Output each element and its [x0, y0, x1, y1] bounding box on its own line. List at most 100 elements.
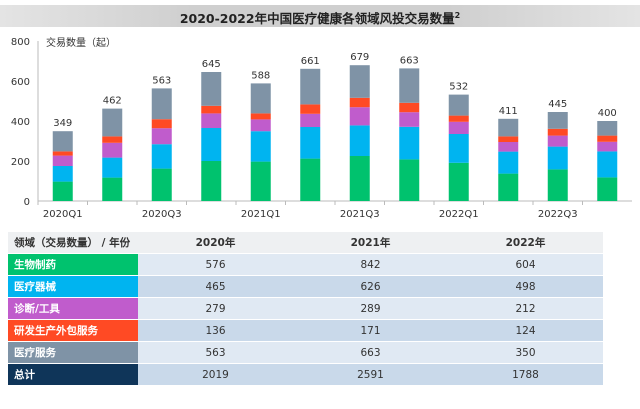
bar-segment [399, 102, 420, 113]
y-tick-label: 400 [11, 117, 30, 128]
row-label: 医疗服务 [8, 342, 138, 363]
header-2022: 2022年 [448, 232, 603, 253]
y-tick-label: 200 [11, 157, 30, 168]
bar-segment [52, 155, 73, 166]
row-label: 研发生产外包服务 [8, 320, 138, 341]
cell-value: 842 [293, 254, 448, 275]
table-row: 生物制药 576 842 604 [8, 254, 603, 275]
cell-value: 604 [448, 254, 603, 275]
row-label: 生物制药 [8, 254, 138, 275]
bar-segment [300, 104, 321, 114]
x-tick-label: 2022Q1 [439, 209, 479, 220]
bar-segment [448, 134, 469, 163]
cell-value: 498 [448, 276, 603, 297]
y-tick-label: 600 [11, 77, 30, 88]
bar-segment [547, 135, 568, 147]
bar-segment [597, 121, 618, 136]
bar-segment [498, 118, 519, 137]
total-label: 411 [499, 106, 518, 117]
bar-segment [102, 136, 123, 143]
bar-segment [52, 151, 73, 156]
bar-segment [300, 68, 321, 105]
row-label: 总计 [8, 364, 138, 385]
bar-segment [300, 127, 321, 159]
cell-value: 626 [293, 276, 448, 297]
title-footnote: 2 [454, 11, 461, 20]
bar-segment [151, 119, 172, 129]
bar-segment [300, 113, 321, 127]
bar-segment [498, 173, 519, 201]
header-category: 领域（交易数量） / 年份 [8, 232, 138, 253]
total-label: 462 [103, 96, 122, 107]
bar-segment [498, 151, 519, 174]
bar-segment [52, 181, 73, 201]
total-label: 663 [400, 55, 419, 66]
bar-segment [399, 159, 420, 201]
bar-segment [52, 166, 73, 182]
table-row: 总计 2019 2591 1788 [8, 364, 603, 385]
bar-segment [597, 135, 618, 142]
x-tick-label: 2020Q1 [43, 209, 83, 220]
stacked-bar-chart: 0 200 400 600 800 交易数量（起） 349 2020Q1 462 563 2020Q… [11, 36, 632, 220]
bar-segment [102, 177, 123, 201]
y-tick-label: 800 [11, 37, 30, 48]
bar-segment [349, 97, 370, 108]
table-header: 领域（交易数量） / 年份 2020年 2021年 2022年 [8, 232, 603, 253]
bar-segment [547, 128, 568, 136]
total-label: 400 [598, 108, 617, 119]
bar-segment [597, 151, 618, 178]
total-label: 349 [53, 118, 72, 129]
x-tick-label: 2022Q3 [538, 209, 578, 220]
bar-segment [448, 121, 469, 134]
table-row: 诊断/工具 279 289 212 [8, 298, 603, 319]
bar-segment [250, 83, 271, 114]
cell-value: 2591 [293, 364, 448, 385]
bar-segment [399, 112, 420, 127]
cell-value: 171 [293, 320, 448, 341]
bar-segment [448, 115, 469, 122]
cell-value: 350 [448, 342, 603, 363]
bar-segment [597, 141, 618, 152]
table-row: 医疗器械 465 626 498 [8, 276, 603, 297]
bar-segment [349, 125, 370, 156]
bar-segment [201, 128, 222, 161]
cell-value: 1788 [448, 364, 603, 385]
bar-segment [547, 169, 568, 201]
total-label: 588 [251, 70, 270, 81]
bar-segment [250, 161, 271, 201]
bar-segment [349, 65, 370, 98]
bar-segment [349, 156, 370, 201]
bar-segment [102, 108, 123, 137]
table-row: 研发生产外包服务 136 171 124 [8, 320, 603, 341]
cell-value: 279 [138, 298, 293, 319]
title-text: 2020-2022年中国医疗健康各领域风投交易数量 [179, 11, 455, 27]
total-label: 563 [152, 75, 171, 86]
total-label: 679 [350, 52, 369, 63]
cell-value: 663 [293, 342, 448, 363]
bar-segment [201, 113, 222, 128]
bar-segment [102, 142, 123, 158]
header-2021: 2021年 [293, 232, 448, 253]
row-label: 诊断/工具 [8, 298, 138, 319]
cell-value: 212 [448, 298, 603, 319]
total-label: 532 [449, 82, 468, 93]
bar-segment [597, 177, 618, 201]
cell-value: 136 [138, 320, 293, 341]
data-table: 领域（交易数量） / 年份 2020年 2021年 2022年 生物制药 576 8… [8, 231, 603, 386]
cell-value: 2019 [138, 364, 293, 385]
bar-segment [201, 161, 222, 201]
bar-segment [151, 128, 172, 145]
bar-segment [547, 146, 568, 170]
bar-segment [250, 119, 271, 132]
header-2020: 2020年 [138, 232, 293, 253]
bar-segment [448, 162, 469, 201]
total-label: 661 [301, 56, 320, 67]
bar-segment [151, 88, 172, 120]
row-label: 医疗器械 [8, 276, 138, 297]
bar-segment [498, 142, 519, 152]
total-label: 445 [548, 99, 567, 110]
bar-segment [399, 68, 420, 103]
bar-segment [300, 158, 321, 201]
bar-segment [52, 131, 73, 152]
bar-segment [498, 136, 519, 142]
